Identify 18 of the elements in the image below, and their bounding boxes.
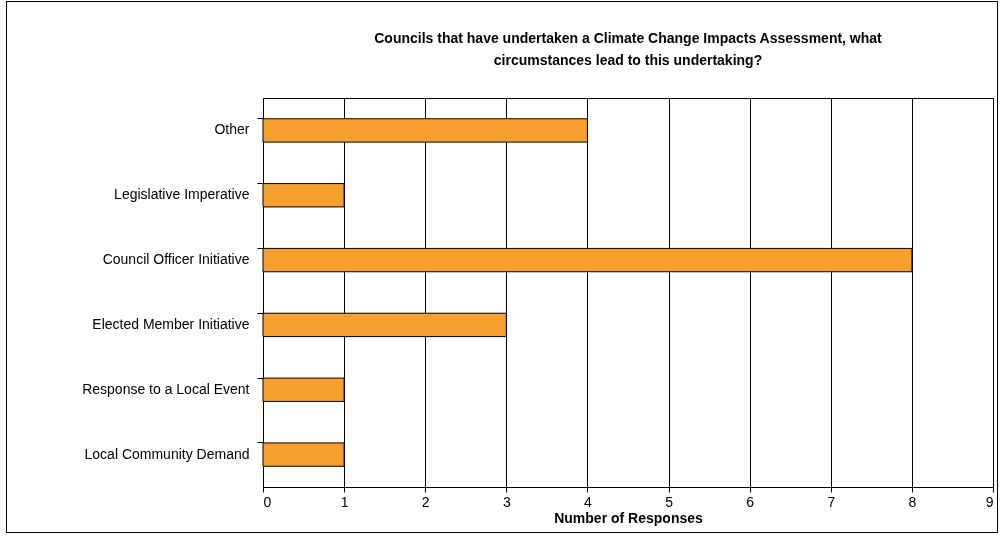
y-tick-label: Legislative Imperative [114, 186, 250, 203]
x-axis-title: Number of Responses [554, 509, 703, 526]
y-tick-label: Council Officer Initiative [102, 251, 250, 268]
x-tick-label: 5 [665, 493, 674, 510]
x-tick-label: 8 [908, 493, 917, 510]
x-tick-label: 2 [421, 493, 430, 510]
x-tick-label: 1 [340, 493, 349, 510]
y-tick-label: Other [214, 121, 250, 138]
x-tick-label: 6 [746, 493, 755, 510]
y-tick-label: Response to a Local Event [82, 380, 250, 397]
chart-title: Councils that have undertaken a Climate Change Impacts Assessment, what circumstances lead to this undertaking? [374, 30, 883, 68]
x-tick-label: 9 [985, 493, 994, 510]
y-tick-label: Elected Member Initiative [92, 315, 250, 332]
x-tick-label: 7 [827, 493, 836, 510]
x-tick-label: 4 [584, 493, 593, 510]
x-tick-label: 0 [263, 493, 272, 510]
y-tick-label: Local Community Demand [84, 445, 250, 462]
x-tick-label: 3 [502, 493, 511, 510]
